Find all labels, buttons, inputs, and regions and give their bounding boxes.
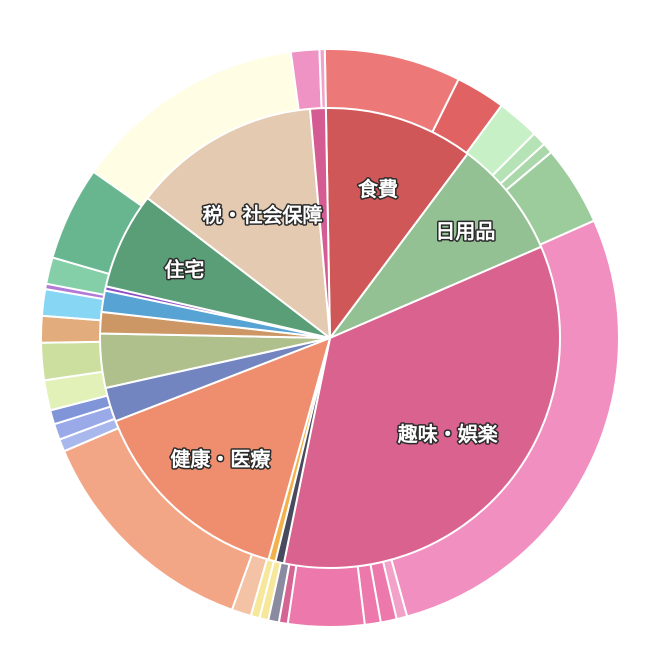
inner-slice: [114, 337, 331, 561]
inner-slice: [146, 107, 331, 339]
slice-label: 趣味・娯楽: [397, 422, 499, 446]
inner-ring: [99, 107, 561, 569]
slice-label: 住宅: [164, 257, 204, 281]
slice-label: 健康・医療: [170, 447, 270, 471]
inner-slice: [329, 152, 543, 339]
inner-slice: [324, 107, 469, 339]
slice-label: 税・社会保障: [203, 203, 323, 227]
inner-slice: [308, 107, 331, 339]
slice-label: 日用品: [435, 219, 495, 243]
inner-slice: [282, 245, 561, 569]
slice-label: 食費: [358, 177, 398, 201]
